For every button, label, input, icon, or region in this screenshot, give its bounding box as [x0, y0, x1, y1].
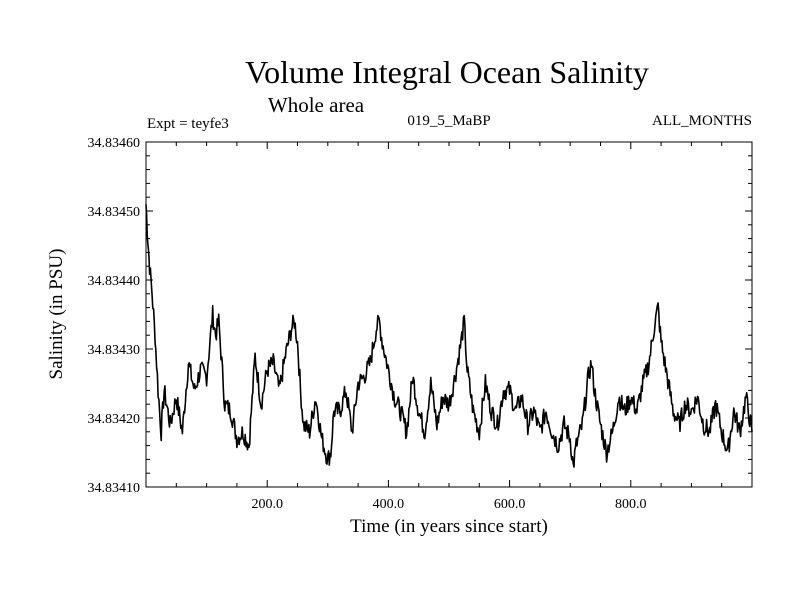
x-axis-label: Time (in years since start): [350, 516, 548, 537]
x-tick-label: 800.0: [615, 497, 647, 512]
y-tick-label: 34.83430: [88, 343, 141, 358]
y-tick-label: 34.83460: [88, 136, 141, 151]
y-tick-label: 34.83440: [88, 274, 141, 289]
y-tick-label: 34.83450: [88, 205, 141, 220]
x-axis: 200.0 400.0 600.0 800.0: [175, 142, 723, 512]
period-label: ALL_MONTHS: [652, 113, 752, 129]
y-axis: 34.83410 34.83420 34.83430 34.83440 34.83450…: [88, 136, 752, 496]
experiment-label: Expt = teyfe3: [147, 116, 229, 132]
chart-subtitle: Whole area: [268, 93, 365, 117]
chart-title: Volume Integral Ocean Salinity: [245, 54, 649, 90]
x-tick-label: 600.0: [494, 497, 526, 512]
salinity-series-line: [145, 204, 753, 468]
x-tick-label: 200.0: [251, 497, 283, 512]
x-tick-label: 400.0: [373, 497, 405, 512]
y-tick-label: 34.83410: [88, 481, 141, 496]
y-tick-label: 34.83420: [88, 412, 141, 427]
run-label: 019_5_MaBP: [407, 113, 490, 129]
y-axis-label: Salinity (in PSU): [46, 249, 67, 380]
plot-frame: [145, 141, 753, 488]
